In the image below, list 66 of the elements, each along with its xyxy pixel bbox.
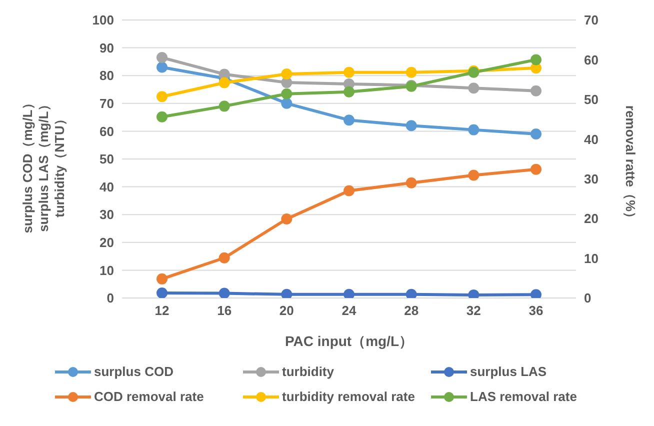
point xyxy=(468,82,480,94)
legend-label: surplus COD xyxy=(94,364,174,379)
y2-tick-label: 60 xyxy=(584,52,598,68)
point xyxy=(344,86,354,98)
point xyxy=(344,114,354,126)
point xyxy=(406,120,417,132)
point xyxy=(156,91,168,102)
point xyxy=(156,111,168,122)
legend-label: LAS removal rate xyxy=(470,389,577,404)
legend-label: turbidity removal rate xyxy=(282,389,415,404)
y-tick-label: 40 xyxy=(100,179,114,194)
point xyxy=(344,185,354,196)
y2-tick-label: 50 xyxy=(584,92,598,108)
point xyxy=(281,68,292,80)
y-tick-label: 90 xyxy=(100,40,114,56)
x-axis-title: PAC input（mg/L） xyxy=(284,332,414,349)
x-tick-label: 24 xyxy=(342,303,357,318)
y-tick-label: 20 xyxy=(100,235,114,250)
point xyxy=(156,273,168,284)
y2-tick-label: 20 xyxy=(584,211,598,226)
y2-tick-label: 10 xyxy=(584,250,598,266)
legend-label: COD removal rate xyxy=(94,389,204,404)
x-tick-label: 16 xyxy=(217,303,232,318)
point xyxy=(218,77,230,88)
point xyxy=(406,288,417,298)
point xyxy=(406,177,417,188)
point xyxy=(156,62,168,73)
point xyxy=(281,288,292,298)
point xyxy=(156,52,168,64)
y2-tick-label: 0 xyxy=(584,290,592,306)
y2-tick-label: 30 xyxy=(584,171,598,186)
x-tick-label: 36 xyxy=(528,303,544,318)
y-tick-label: 10 xyxy=(100,262,114,278)
point xyxy=(218,252,230,264)
point xyxy=(281,213,292,224)
point xyxy=(468,170,480,181)
point xyxy=(530,164,542,175)
x-tick-label: 12 xyxy=(154,303,170,318)
y2-tick-label: 40 xyxy=(584,132,598,147)
y-tick-label: 70 xyxy=(100,96,114,112)
y2-tick-label: 70 xyxy=(584,12,598,28)
y-tick-label: 100 xyxy=(92,12,114,28)
y-tick-label: 50 xyxy=(100,152,114,167)
point xyxy=(344,66,354,78)
point xyxy=(156,287,168,298)
y-tick-label: 30 xyxy=(100,207,114,222)
y-tick-label: 0 xyxy=(106,290,114,306)
y2-axis-title: removal ratte（%） xyxy=(623,105,638,225)
point xyxy=(218,288,230,298)
point xyxy=(281,88,292,100)
point xyxy=(530,128,542,140)
point xyxy=(406,66,417,78)
y-tick-label: 80 xyxy=(100,68,114,84)
x-tick-label: 28 xyxy=(404,303,419,318)
point xyxy=(530,54,542,66)
point xyxy=(468,124,480,136)
legend-label: turbidity xyxy=(282,364,334,379)
point xyxy=(530,85,542,96)
y-axis-title: surplus COD（mg/L） surplus LAS（mg/L） turbidity（NTU） xyxy=(20,96,67,234)
x-tick-label: 20 xyxy=(279,303,294,318)
x-tick-label: 32 xyxy=(466,303,481,318)
legend-label: surplus LAS xyxy=(470,364,547,379)
point xyxy=(281,98,292,109)
y-tick-label: 60 xyxy=(100,124,114,139)
point xyxy=(344,288,354,298)
point xyxy=(218,100,230,112)
